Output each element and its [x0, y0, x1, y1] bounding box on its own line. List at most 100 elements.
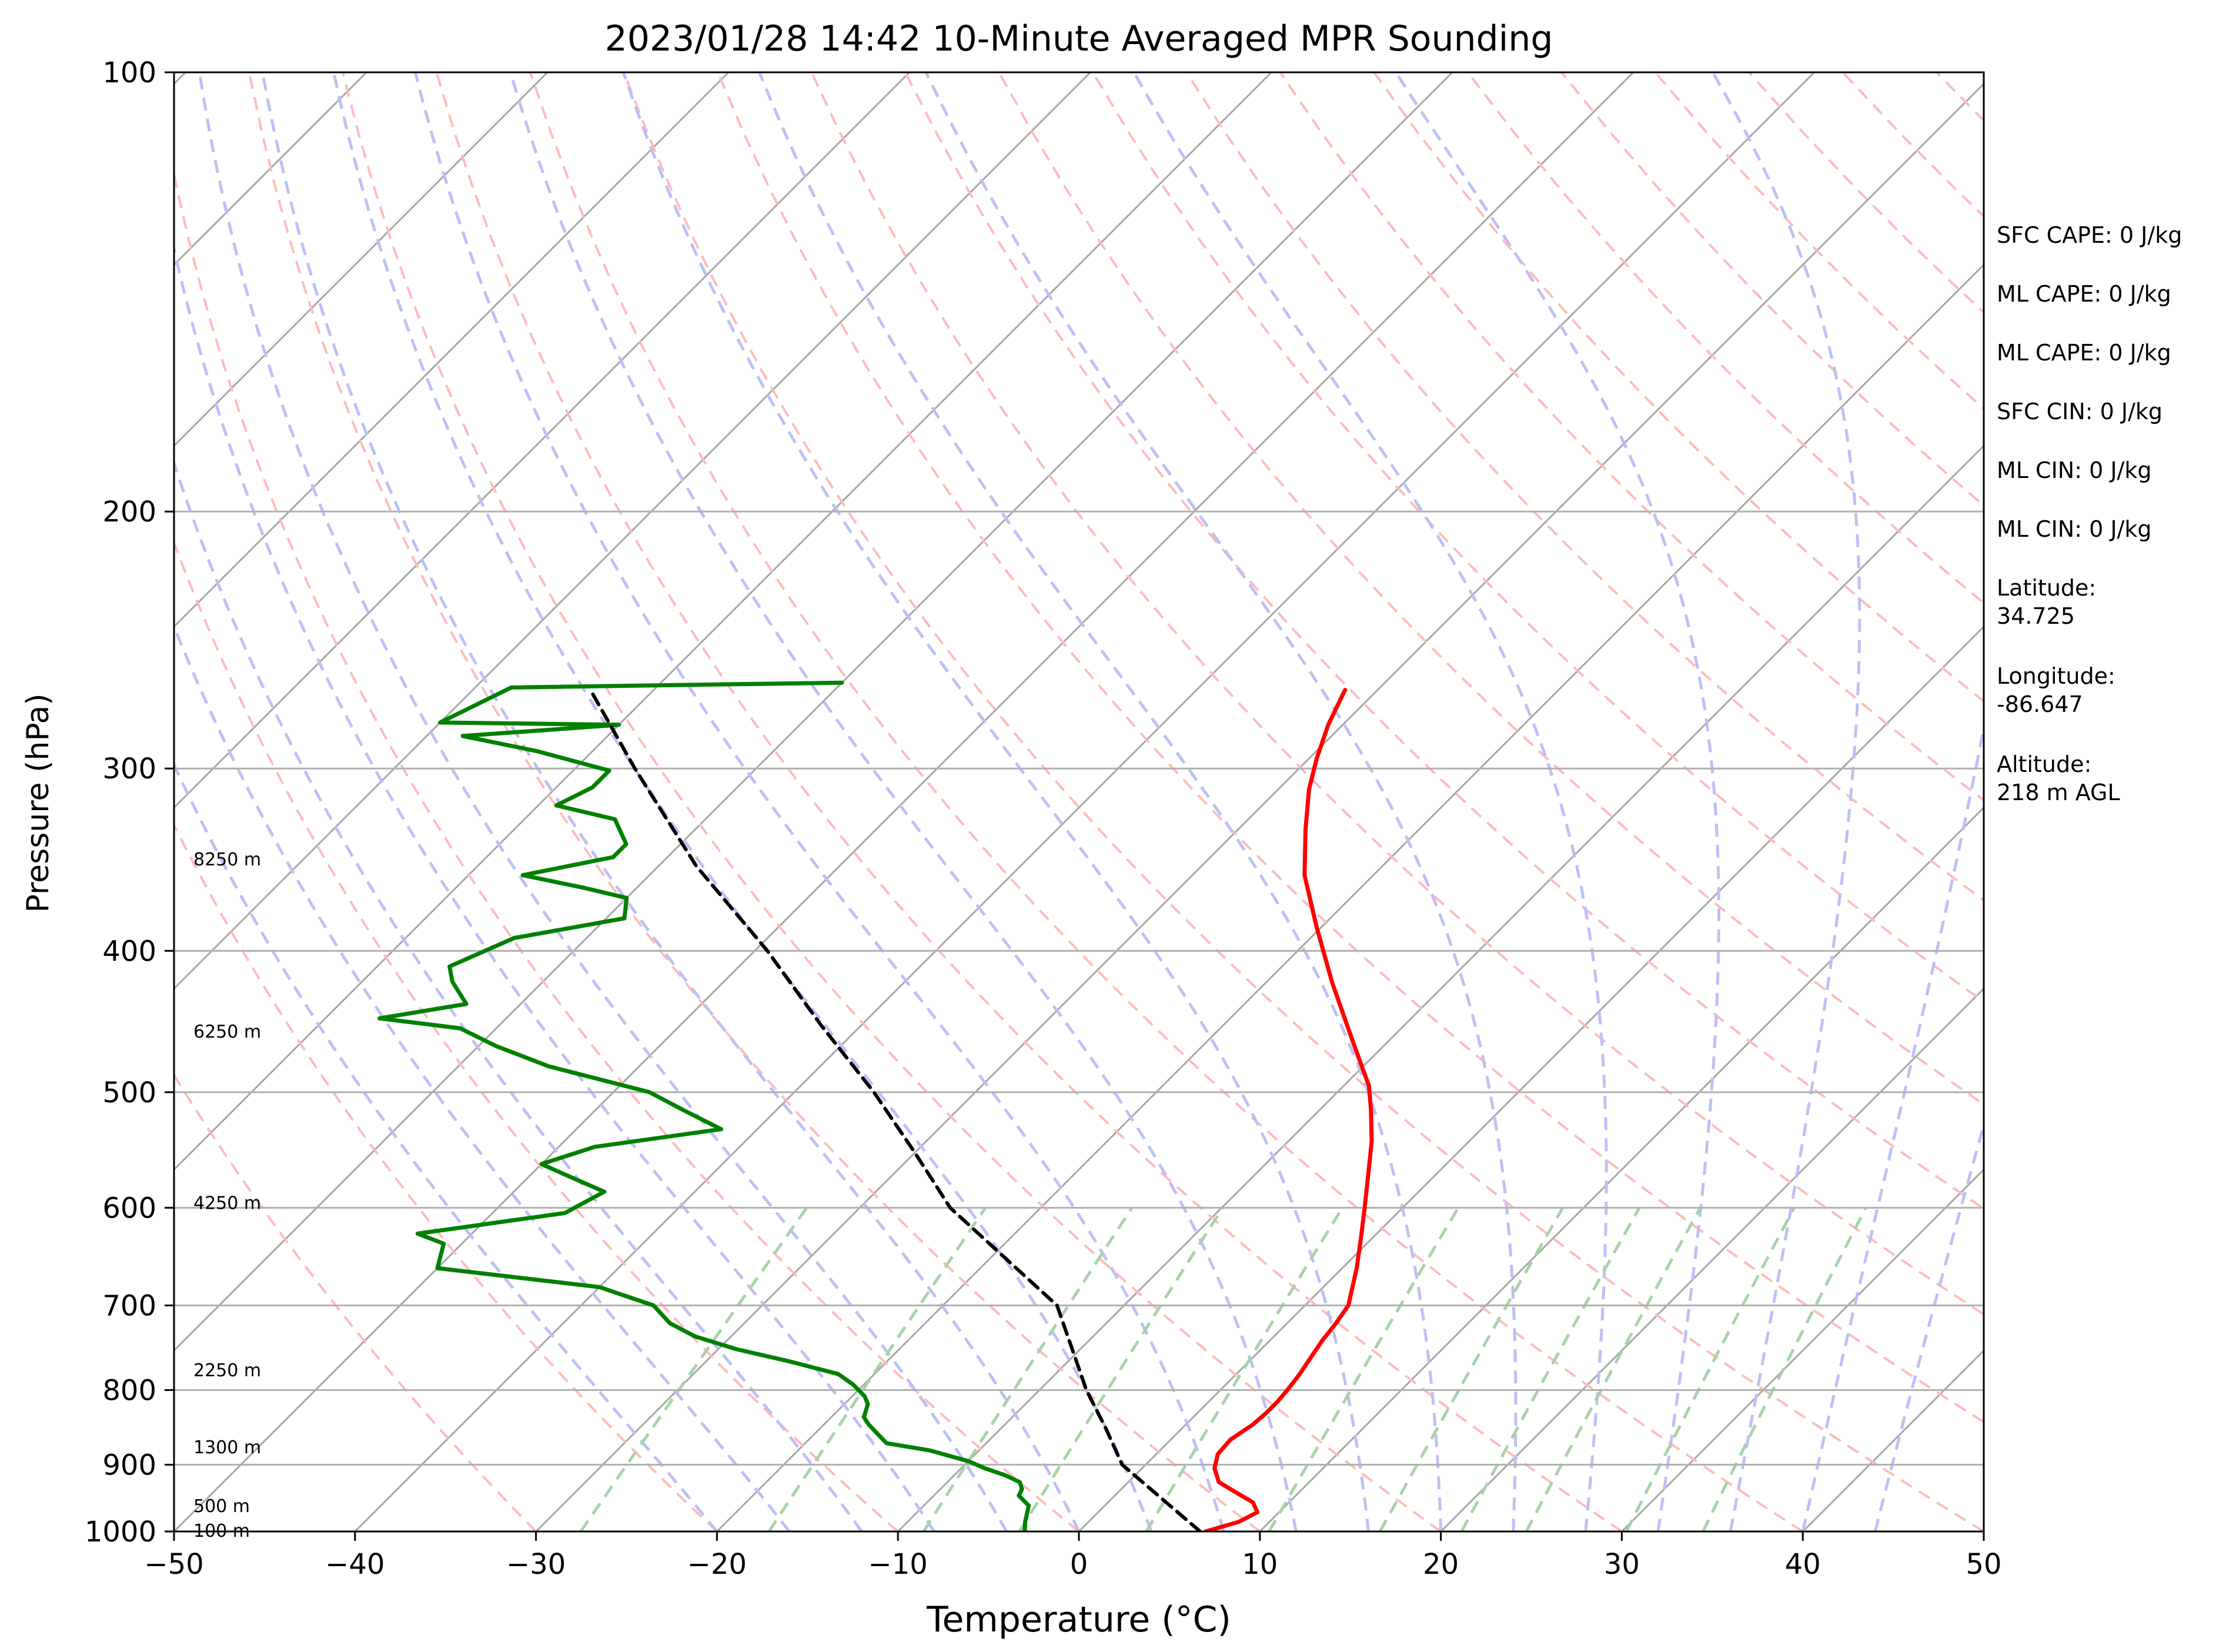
dry-adiabat — [716, 72, 1984, 1424]
moist-adiabat — [1132, 72, 1608, 1531]
isotherm — [1440, 987, 1984, 1531]
dry-adiabat — [1091, 72, 1984, 1004]
x-tick-label: 30 — [1604, 1548, 1640, 1581]
moist-adiabat — [261, 72, 1081, 1531]
x-tick-label: −40 — [325, 1548, 385, 1581]
x-tick-label: 20 — [1423, 1548, 1459, 1581]
x-tick-label: 40 — [1785, 1548, 1821, 1581]
index-label: ML CIN: 0 J/kg — [1997, 516, 2151, 542]
moist-adiabat — [621, 72, 1370, 1531]
mixing-ratio-line — [1145, 1207, 1344, 1531]
isotherm — [174, 72, 1635, 1531]
index-label: SFC CAPE: 0 J/kg — [1997, 222, 2182, 248]
y-axis-label: Pressure (hPa) — [21, 694, 56, 913]
isotherm — [1078, 625, 1984, 1531]
isotherm — [1259, 806, 1984, 1531]
data-lines — [377, 680, 1374, 1531]
background-lines — [174, 72, 1984, 1531]
y-tick-label: 400 — [102, 935, 156, 968]
moist-adiabat — [174, 458, 863, 1531]
moist-adiabat — [758, 72, 1443, 1531]
index-value: 34.725 — [1997, 603, 2075, 629]
dry-adiabat — [623, 72, 1984, 1531]
x-tick-label: 50 — [1966, 1548, 2001, 1581]
index-value: 218 m AGL — [1997, 780, 2120, 805]
dry-adiabat — [529, 72, 1804, 1531]
moist-adiabat — [1801, 720, 1984, 1531]
y-tick-label: 500 — [102, 1076, 156, 1109]
pressure-gridlines — [174, 72, 1984, 1531]
height-label: 500 m — [193, 1496, 250, 1517]
index-label: ML CIN: 0 J/kg — [1997, 457, 2151, 483]
isotherm — [1621, 1168, 1984, 1531]
index-label: ML CAPE: 0 J/kg — [1997, 281, 2171, 307]
y-axis: 100 200 300 400 500 600 700 800 900 1000 — [85, 56, 174, 1549]
moist-adiabat — [174, 761, 718, 1531]
x-tick-label: 0 — [1070, 1548, 1088, 1581]
series-line-1 — [377, 680, 1031, 1531]
dry-adiabat — [248, 72, 1261, 1531]
height-label: 8250 m — [193, 850, 261, 870]
isotherm — [174, 72, 730, 628]
index-label: ML CAPE: 0 J/kg — [1997, 340, 2171, 366]
x-axis-label: Temperature (°C) — [926, 1599, 1231, 1640]
index-label: Latitude: — [1997, 575, 2096, 601]
mixing-ratio-line — [1379, 1207, 1565, 1531]
y-tick-label: 700 — [102, 1290, 156, 1323]
dry-adiabat — [342, 72, 1442, 1531]
dry-adiabat — [998, 72, 1984, 1106]
isotherm — [535, 82, 1984, 1531]
moist-adiabat — [1711, 72, 1861, 1531]
moist-adiabat — [1873, 1119, 1984, 1531]
isotherm — [174, 72, 1091, 990]
height-label: 4250 m — [193, 1193, 261, 1213]
mixing-ratio-line — [1018, 1207, 1224, 1531]
chart-title: 2023/01/28 14:42 10-Minute Averaged MPR … — [605, 18, 1553, 59]
y-tick-label: 100 — [102, 56, 156, 89]
x-tick-label: −30 — [506, 1548, 566, 1581]
dry-adiabat — [1279, 72, 1984, 802]
isotherm — [174, 72, 1453, 1352]
index-label: Longitude: — [1997, 663, 2115, 689]
y-tick-label: 300 — [102, 753, 156, 785]
dry-adiabat — [174, 168, 1080, 1531]
dry-adiabat — [174, 1072, 537, 1531]
x-tick-label: −50 — [144, 1548, 203, 1581]
index-label: Altitude: — [1997, 751, 2091, 777]
x-axis: −50 −40 −30 −20 −10 0 10 20 30 40 50 — [144, 1531, 2002, 1581]
isotherm — [716, 263, 1984, 1531]
y-tick-label: 800 — [102, 1374, 156, 1407]
x-tick-label: 10 — [1242, 1548, 1278, 1581]
x-tick-label: −20 — [687, 1548, 747, 1581]
dry-adiabat — [174, 822, 718, 1531]
series-line-0 — [1204, 688, 1374, 1531]
y-tick-label: 200 — [102, 496, 156, 529]
dry-adiabat — [904, 72, 1984, 1210]
height-label: 1300 m — [193, 1437, 261, 1458]
moist-adiabat — [413, 72, 1225, 1531]
index-label: SFC CIN: 0 J/kg — [1997, 399, 2163, 424]
index-value: -86.647 — [1997, 691, 2083, 717]
y-tick-label: 1000 — [85, 1516, 156, 1549]
mixing-ratio-line — [1268, 1207, 1460, 1531]
x-tick-label: −10 — [868, 1548, 928, 1581]
y-tick-label: 900 — [102, 1449, 156, 1482]
moist-adiabat — [509, 72, 1298, 1531]
series-line-2 — [589, 688, 1202, 1531]
y-tick-label: 600 — [102, 1192, 156, 1225]
dry-adiabat — [435, 72, 1623, 1531]
isotherm — [174, 72, 549, 447]
height-label: 6250 m — [193, 1022, 261, 1042]
mixing-ratio-line — [922, 1207, 1134, 1531]
moist-adiabat — [198, 72, 1008, 1531]
height-label: 2250 m — [193, 1360, 261, 1381]
moist-adiabat — [174, 623, 791, 1531]
isotherm — [174, 72, 1272, 1171]
sounding-indices: SFC CAPE: 0 J/kg ML CAPE: 0 J/kg ML CAPE: … — [1997, 222, 2182, 805]
isotherm — [897, 444, 1984, 1531]
moist-adiabat — [1394, 72, 1720, 1531]
dry-adiabat — [810, 72, 1984, 1316]
isotherm — [174, 72, 910, 809]
